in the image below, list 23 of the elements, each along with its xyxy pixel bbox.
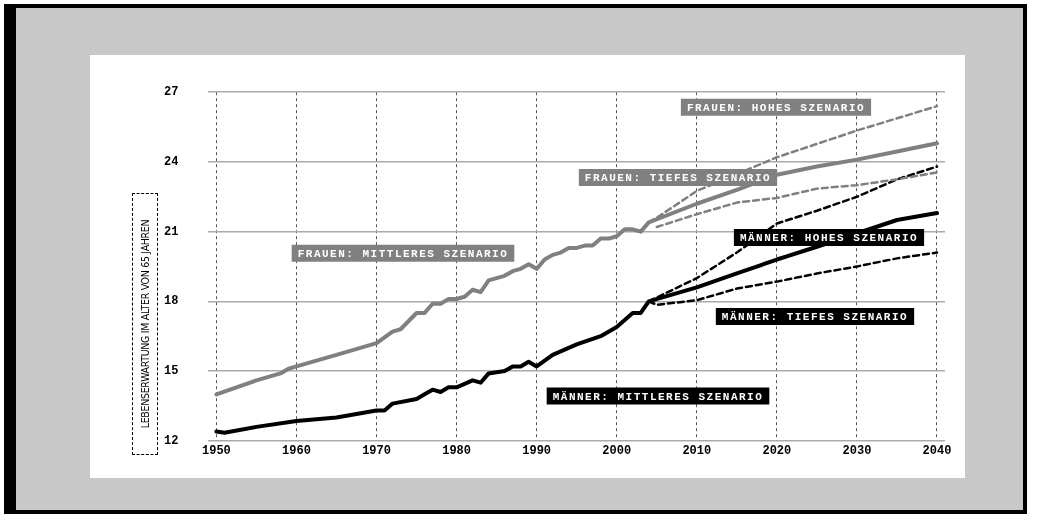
x-tick-label: 2020	[762, 444, 792, 459]
x-tick-label: 1960	[282, 444, 311, 459]
series-label: FRAUEN: MITTLERES SZENARIO	[297, 248, 509, 261]
series-label: MÄNNER: TIEFES SZENARIO	[721, 311, 909, 324]
y-tick-label: 15	[164, 364, 179, 379]
series-label: FRAUEN: HOHES SZENARIO	[686, 101, 866, 114]
x-tick-label: 2010	[682, 444, 712, 459]
x-tick-label: 1990	[522, 444, 552, 459]
series-label: FRAUEN: TIEFES SZENARIO	[584, 172, 772, 185]
series-label: MÄNNER: HOHES SZENARIO	[739, 232, 919, 245]
y-axis-title: LEBENSERWARTUNG IM ALTER VON 65 JAHREN	[139, 219, 151, 429]
x-tick-label: 1980	[442, 444, 472, 459]
x-tick-label: 1970	[362, 444, 391, 459]
y-tick-label: 21	[164, 224, 179, 239]
y-tick-label: 24	[164, 154, 179, 169]
x-tick-label: 1950	[202, 444, 231, 459]
x-tick-label: 2040	[922, 444, 952, 459]
y-tick-label: 27	[164, 85, 179, 100]
text: MÄNNER: MITTLERES SZENARIO	[552, 390, 764, 403]
y-tick-label: 12	[164, 433, 179, 448]
x-tick-label: 2030	[842, 444, 872, 459]
x-tick-label: 2000	[602, 444, 632, 459]
y-tick-label: 18	[164, 294, 179, 309]
